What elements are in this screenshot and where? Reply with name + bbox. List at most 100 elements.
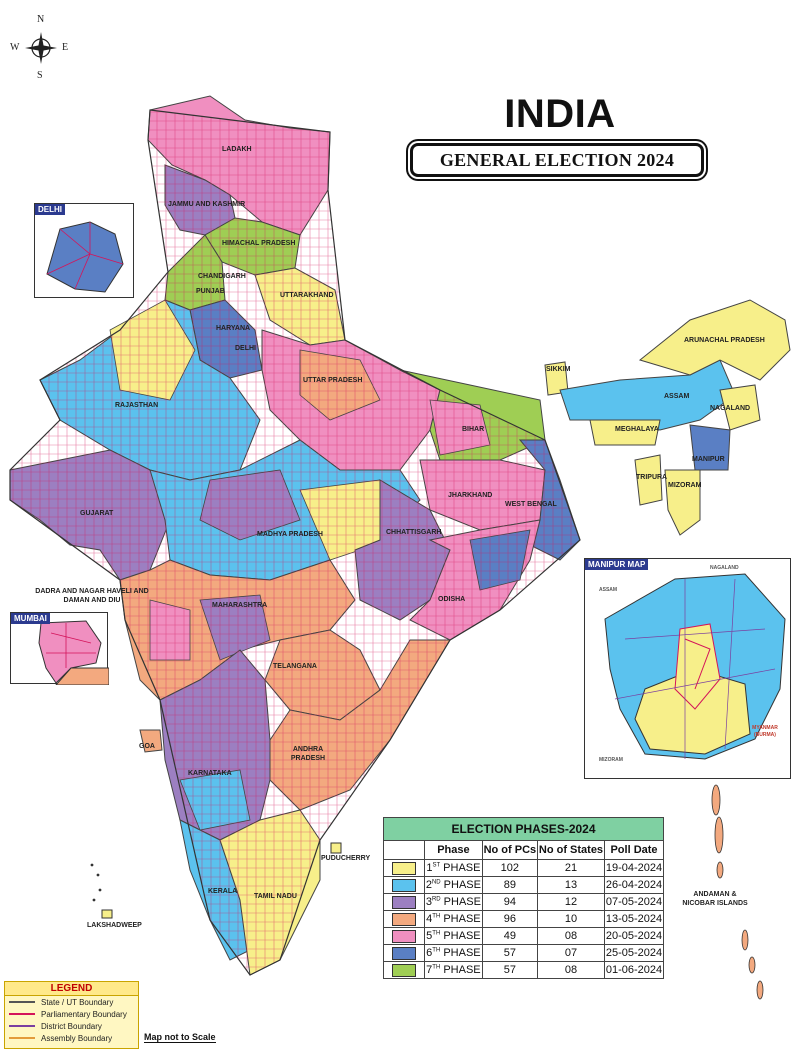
label-delhi: DELHI — [235, 345, 256, 352]
label-kerala: KERALA — [208, 888, 238, 895]
compass-west: W — [10, 42, 20, 53]
label-bihar: BIHAR — [462, 426, 485, 433]
scale-note: Map not to Scale — [144, 1032, 216, 1043]
label-mizoram: MIZORAM — [668, 482, 702, 489]
label-tripura: TRIPURA — [636, 474, 668, 481]
label-punjab: PUNJAB — [196, 288, 225, 295]
manipur-inset-assam: ASSAM — [599, 587, 618, 593]
phase-pcs: 89 — [481, 876, 538, 894]
label-mp: MADHYA PRADESH — [257, 531, 323, 538]
col-states: No of States — [536, 840, 606, 860]
region-meghalaya — [589, 419, 661, 446]
phase-color-swatch — [392, 963, 416, 977]
label-odisha: ODISHA — [438, 596, 466, 603]
label-westbengal: WEST BENGAL — [505, 501, 557, 508]
label-karnataka: KARNATAKA — [188, 770, 232, 777]
table-row: 2ND PHASE 89 13 26-04-2024 — [383, 876, 664, 894]
legend-item-label: District Boundary — [41, 1021, 102, 1031]
phase-states: 13 — [536, 876, 606, 894]
phase-pcs: 102 — [481, 859, 538, 877]
phase-pcs: 49 — [481, 927, 538, 945]
legend-item: State / UT Boundary — [5, 996, 138, 1008]
label-lakshadweep: LAKSHADWEEP — [87, 922, 142, 929]
region-arunachal — [638, 299, 791, 381]
phase-pcs: 94 — [481, 893, 538, 911]
phase-color-swatch — [392, 878, 416, 892]
phase-color-swatch — [392, 946, 416, 960]
phase-date: 26-04-2024 — [604, 876, 664, 894]
label-jk: JAMMU AND KASHMIR — [168, 201, 246, 208]
delhi-inset: DELHI — [34, 203, 134, 298]
phase-label: 6TH PHASE — [424, 944, 483, 962]
legend-line-icon — [9, 1013, 35, 1015]
puducherry-marker — [330, 842, 342, 854]
compass-north: N — [37, 14, 45, 25]
phase-label: 5TH PHASE — [424, 927, 483, 945]
map-subtitle: GENERAL ELECTION 2024 — [439, 150, 675, 170]
phase-pcs: 57 — [481, 961, 538, 979]
phase-color-swatch — [392, 929, 416, 943]
legend-line-icon — [9, 1037, 35, 1039]
label-rajasthan: RAJASTHAN — [115, 402, 159, 409]
map-legend: LEGEND State / UT Boundary Parliamentary … — [4, 981, 139, 1049]
table-row: 6TH PHASE 57 07 25-05-2024 — [383, 944, 664, 962]
mumbai-inset: MUMBAI — [10, 612, 110, 686]
phase-date: 25-05-2024 — [604, 944, 664, 962]
label-andaman: ANDAMAN & NICOBAR ISLANDS — [682, 891, 748, 907]
label-ladakh: LADAKH — [222, 146, 252, 153]
label-maharashtra: MAHARASHTRA — [212, 602, 268, 609]
region-manipur — [689, 424, 731, 471]
label-arunachal: ARUNACHAL PRADESH — [684, 337, 765, 344]
table-row: 3RD PHASE 94 12 07-05-2024 — [383, 893, 664, 911]
andaman-islands — [711, 784, 764, 1000]
manipur-inset-title: MANIPUR MAP — [585, 559, 649, 570]
phase-date: 01-06-2024 — [604, 961, 664, 979]
region-tripura — [634, 454, 663, 506]
phase-states: 08 — [536, 961, 606, 979]
legend-item: District Boundary — [5, 1020, 138, 1032]
label-assam: ASSAM — [664, 393, 690, 400]
compass-icon — [25, 32, 57, 64]
label-up: UTTAR PRADESH — [303, 377, 363, 384]
legend-item-label: State / UT Boundary — [41, 997, 114, 1007]
phase-states: 10 — [536, 910, 606, 928]
col-date: Poll Date — [604, 840, 664, 860]
delhi-inset-title: DELHI — [35, 204, 65, 215]
phase-label: 1ST PHASE — [424, 859, 483, 877]
label-jharkhand: JHARKHAND — [448, 492, 493, 499]
label-gujarat: GUJARAT — [80, 510, 114, 517]
label-nagaland: NAGALAND — [710, 405, 751, 412]
label-meghalaya: MEGHALAYA — [615, 426, 659, 433]
table-row: 5TH PHASE 49 08 20-05-2024 — [383, 927, 664, 945]
phase-date: 13-05-2024 — [604, 910, 664, 928]
phase-states: 07 — [536, 944, 606, 962]
legend-line-icon — [9, 1001, 35, 1003]
label-manipur: MANIPUR — [692, 456, 725, 463]
manipur-inset-nagaland: NAGALAND — [710, 565, 739, 571]
compass-rose: N S E W — [8, 12, 80, 82]
phase-states: 08 — [536, 927, 606, 945]
label-hp: HIMACHAL PRADESH — [222, 240, 296, 247]
manipur-inset-myanmar: MYANMAR (BURMA) — [752, 725, 778, 738]
label-sikkim: SIKKIM — [546, 366, 571, 373]
phase-label: 2ND PHASE — [424, 876, 483, 894]
phase-date: 20-05-2024 — [604, 927, 664, 945]
phase-states: 21 — [536, 859, 606, 877]
compass-east: E — [62, 42, 69, 53]
region-nagaland — [719, 384, 761, 431]
phase-pcs: 57 — [481, 944, 538, 962]
label-tamilnadu: TAMIL NADU — [254, 893, 297, 900]
phase-states: 12 — [536, 893, 606, 911]
manipur-inset: MANIPUR MAP NAGALAND ASSAM MIZORAM MYANM… — [584, 558, 791, 779]
phase-color-swatch — [392, 912, 416, 926]
phase-label: 3RD PHASE — [424, 893, 483, 911]
mumbai-inset-map — [38, 620, 110, 686]
election-phases-table: ELECTION PHASES-2024 Phase No of PCs No … — [383, 817, 664, 979]
legend-item: Assembly Boundary — [5, 1032, 138, 1044]
phase-date: 19-04-2024 — [604, 859, 664, 877]
mumbai-inset-title: MUMBAI — [11, 613, 50, 624]
phase-label: 4TH PHASE — [424, 910, 483, 928]
legend-title: LEGEND — [5, 982, 138, 996]
map-title: INDIA — [504, 92, 616, 136]
legend-line-icon — [9, 1025, 35, 1027]
